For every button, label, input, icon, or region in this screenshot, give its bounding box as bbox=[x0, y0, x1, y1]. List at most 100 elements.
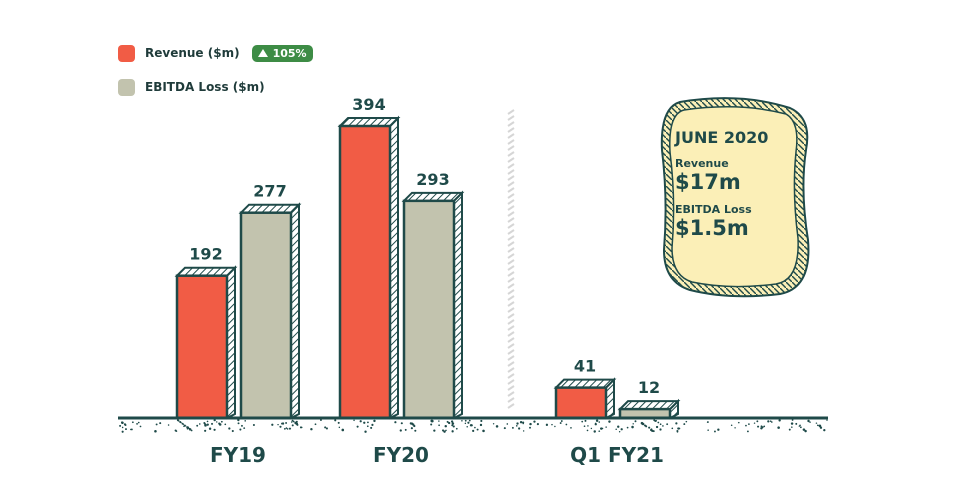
ground-speck bbox=[139, 425, 142, 428]
ground-speck bbox=[717, 428, 720, 431]
legend: Revenue ($m) 105% EBITDA Loss ($m) bbox=[118, 42, 313, 110]
ground-speck bbox=[503, 427, 506, 430]
ground-speck bbox=[190, 429, 193, 432]
ground-speck bbox=[570, 427, 572, 429]
bar-front-face bbox=[402, 199, 456, 420]
ground-speck bbox=[218, 422, 221, 425]
ground-speck bbox=[364, 430, 367, 433]
ground-speck bbox=[356, 425, 359, 428]
ground-speck bbox=[239, 428, 242, 431]
separator-dash bbox=[507, 223, 515, 229]
growth-badge: 105% bbox=[251, 44, 313, 62]
ground-speck bbox=[412, 423, 415, 426]
ground-speck bbox=[177, 420, 180, 422]
ground-speck bbox=[598, 421, 601, 423]
ground-speck bbox=[482, 429, 485, 433]
separator-dash bbox=[507, 289, 515, 295]
ground-speck bbox=[634, 420, 637, 423]
period-separator bbox=[507, 109, 515, 409]
ground-speck bbox=[400, 422, 403, 425]
ground-speck bbox=[763, 425, 766, 428]
separator-dash bbox=[507, 379, 515, 385]
ground-speck bbox=[155, 423, 158, 426]
ground-speck bbox=[495, 425, 499, 428]
ground-speck bbox=[470, 424, 473, 427]
ground-speck bbox=[632, 423, 634, 425]
ground-speck bbox=[756, 420, 759, 423]
ground-speck bbox=[479, 423, 483, 427]
bar-front-face bbox=[338, 124, 392, 420]
ground-speck bbox=[196, 424, 199, 427]
ground-speck bbox=[130, 428, 132, 431]
ground-speck bbox=[188, 428, 192, 431]
ground-speck bbox=[285, 427, 288, 429]
ground-speck bbox=[154, 429, 157, 433]
separator-dash bbox=[507, 181, 515, 187]
ground-speck bbox=[204, 429, 207, 432]
ground-speck bbox=[208, 427, 212, 430]
ground-speck bbox=[371, 423, 374, 426]
ground-speck bbox=[707, 429, 709, 431]
ground-speck bbox=[121, 426, 124, 429]
revenue-swatch bbox=[118, 44, 135, 62]
ground-speck bbox=[748, 423, 750, 425]
separator-dash bbox=[507, 397, 515, 403]
ground-speck bbox=[769, 420, 772, 422]
ground-speck bbox=[373, 419, 376, 423]
ground-speck bbox=[285, 422, 288, 424]
separator-dash bbox=[507, 253, 515, 259]
ground-speck bbox=[551, 423, 553, 426]
separator-dash bbox=[507, 331, 515, 337]
ground-speck bbox=[228, 427, 231, 430]
ground-speck bbox=[461, 420, 463, 422]
ground-speck bbox=[654, 420, 657, 423]
ground-speck bbox=[206, 420, 209, 423]
ground-speck bbox=[450, 420, 454, 423]
separator-dash bbox=[507, 349, 515, 355]
ground-speck bbox=[472, 429, 475, 432]
data-label: 277 bbox=[253, 182, 286, 201]
callout-revenue-value: $17m bbox=[675, 170, 741, 194]
ground-speck bbox=[518, 427, 521, 430]
ground-speck bbox=[224, 423, 227, 426]
ground-speck bbox=[631, 425, 634, 429]
ground-speck bbox=[159, 422, 162, 425]
ground-speck bbox=[533, 420, 536, 423]
ground-speck bbox=[283, 427, 286, 430]
ground-speck bbox=[617, 425, 620, 428]
callout-title: JUNE 2020 bbox=[675, 128, 769, 147]
separator-dash bbox=[507, 229, 515, 235]
callout-ebitda-value: $1.5m bbox=[675, 216, 749, 240]
separator-dash bbox=[507, 343, 515, 349]
ground-speck bbox=[430, 419, 433, 423]
ground-speck bbox=[452, 425, 455, 428]
x-axis-baseline bbox=[118, 416, 828, 433]
ground-speck bbox=[815, 422, 818, 424]
data-label: 394 bbox=[352, 95, 385, 114]
ground-speck bbox=[753, 422, 756, 424]
ground-speck bbox=[295, 420, 298, 423]
ground-speck bbox=[125, 428, 127, 431]
ground-speck bbox=[675, 422, 678, 425]
x-tick-label: Q1 FY21 bbox=[570, 443, 664, 467]
ground-speck bbox=[600, 427, 603, 430]
ground-speck bbox=[404, 428, 407, 431]
separator-dash bbox=[507, 337, 515, 343]
ground-speck bbox=[119, 424, 122, 427]
bar-ebitda-0: 277 bbox=[238, 182, 302, 420]
ground-speck bbox=[337, 421, 340, 424]
ground-speck bbox=[244, 420, 247, 422]
ground-speck bbox=[447, 421, 451, 425]
ground-speck bbox=[795, 422, 798, 425]
ground-speck bbox=[394, 421, 397, 424]
ground-speck bbox=[820, 427, 823, 429]
separator-dash bbox=[507, 109, 515, 115]
ground-speck bbox=[476, 428, 479, 431]
ground-speck bbox=[605, 426, 607, 428]
ground-speck bbox=[492, 423, 495, 425]
ground-speck bbox=[593, 430, 596, 433]
ground-speck bbox=[618, 431, 621, 433]
separator-dash bbox=[507, 145, 515, 151]
separator-dash bbox=[507, 301, 515, 307]
separator-dash bbox=[507, 271, 515, 277]
